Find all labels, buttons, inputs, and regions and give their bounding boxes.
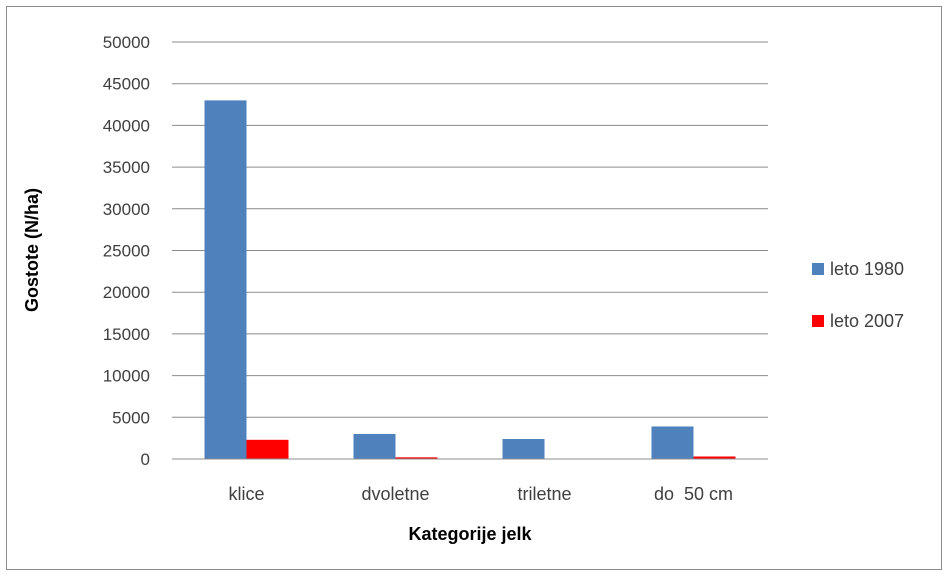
bar-leto-1980-1 xyxy=(353,433,396,459)
gridlines xyxy=(172,41,768,418)
legend-label: leto 1980 xyxy=(830,259,904,279)
y-tick-label: 45000 xyxy=(103,75,150,94)
y-tick-label: 50000 xyxy=(103,33,150,52)
bar-leto-2007-0 xyxy=(246,439,289,459)
legend-swatch xyxy=(812,315,824,327)
bar-leto-2007-1 xyxy=(395,457,438,459)
x-category-label: do 50 cm xyxy=(654,484,733,504)
y-tick-label: 10000 xyxy=(103,367,150,386)
bars xyxy=(204,100,736,459)
chart-frame xyxy=(6,6,942,570)
y-axis-title: Gostote (N/ha) xyxy=(22,188,42,312)
y-tick-label: 15000 xyxy=(103,325,150,344)
y-tick-label: 30000 xyxy=(103,200,150,219)
y-tick-labels: 0 5000 10000 15000 20000 25000 30000 35000 40000… xyxy=(103,33,150,469)
y-tick-label: 25000 xyxy=(103,242,150,261)
legend-label: leto 2007 xyxy=(830,311,904,331)
bar-leto-1980-0 xyxy=(204,100,247,459)
y-tick-label: 5000 xyxy=(112,408,150,427)
bar-leto-1980-3 xyxy=(651,426,694,459)
x-category-label: klice xyxy=(228,484,264,504)
x-category-label: dvoletne xyxy=(361,484,429,504)
x-category-label: triletne xyxy=(517,484,571,504)
x-category-labels: klice dvoletne triletne do 50 cm xyxy=(228,484,733,504)
x-axis-title: Kategorije jelk xyxy=(408,524,532,544)
y-tick-label: 20000 xyxy=(103,283,150,302)
bar-leto-2007-3 xyxy=(693,456,736,459)
bar-leto-1980-2 xyxy=(502,438,545,459)
y-tick-label: 35000 xyxy=(103,158,150,177)
y-tick-label: 40000 xyxy=(103,116,150,135)
legend-swatch xyxy=(812,263,824,275)
legend: leto 1980 leto 2007 xyxy=(812,259,904,331)
y-tick-label: 0 xyxy=(141,450,150,469)
